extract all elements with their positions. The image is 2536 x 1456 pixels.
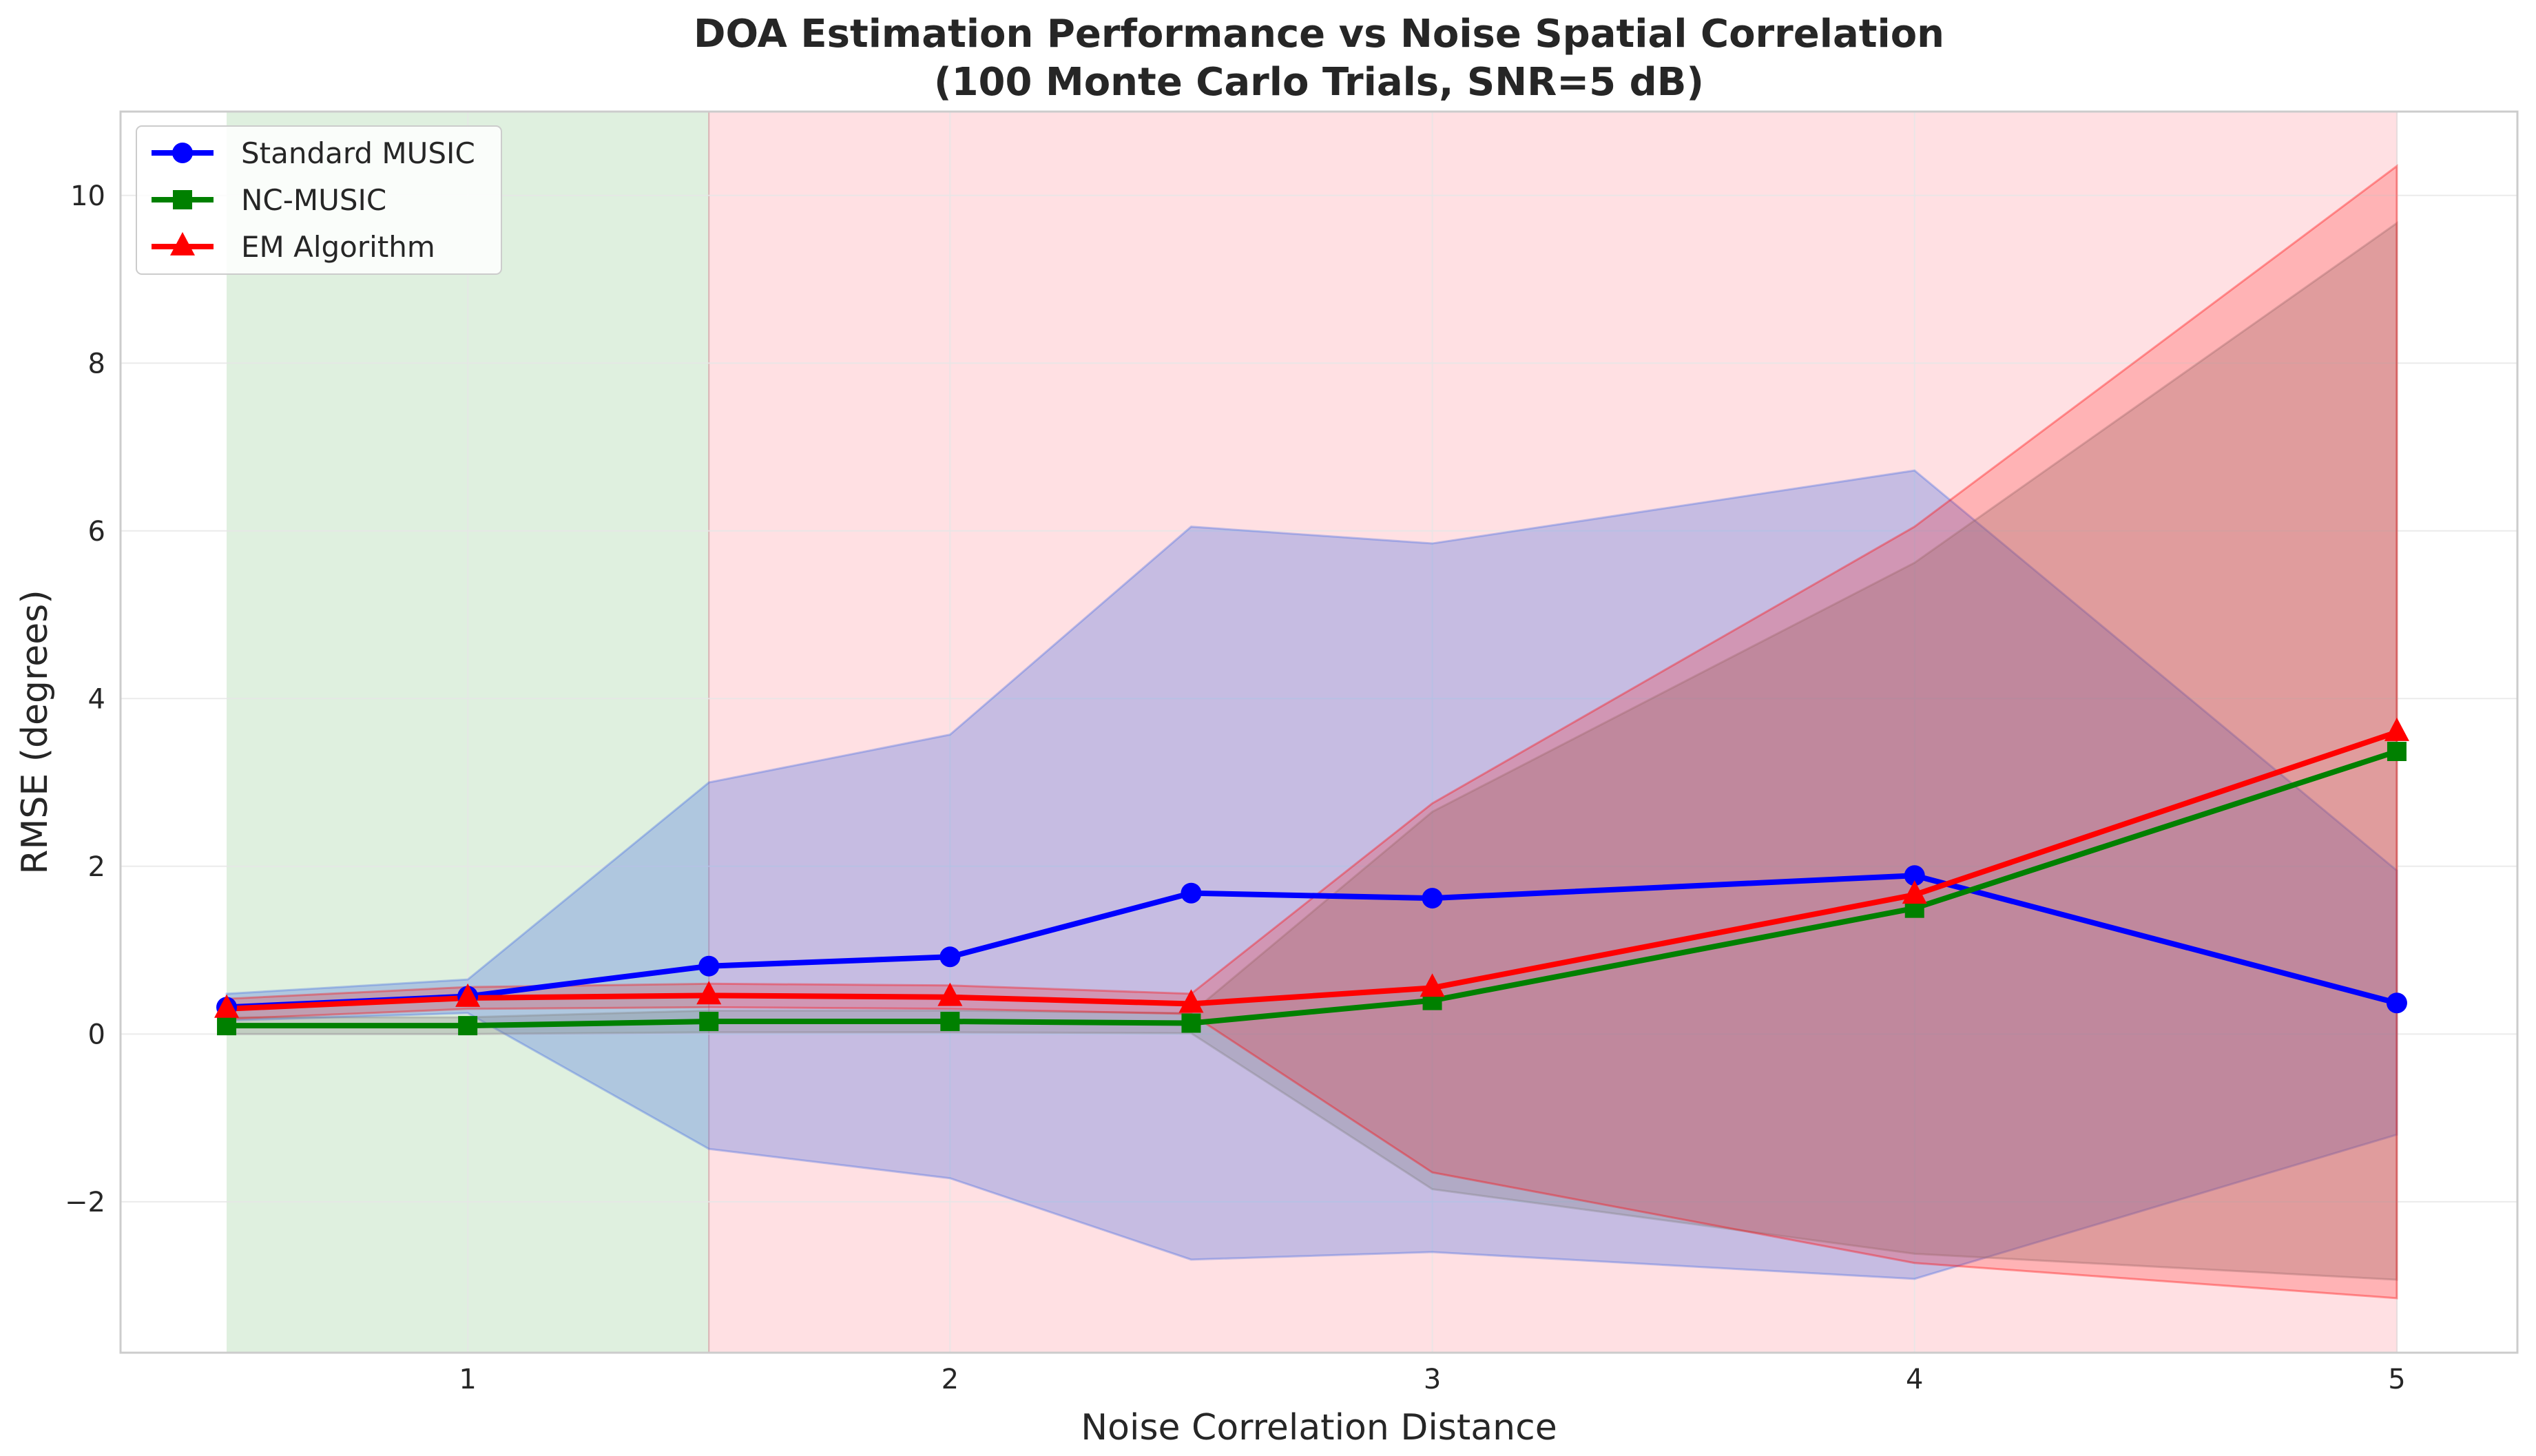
legend-box <box>136 125 502 275</box>
marker-em-algorithm <box>696 981 722 1005</box>
x-tick-label: 2 <box>942 1364 959 1395</box>
line-standard-music <box>224 873 2400 1010</box>
marker-em-algorithm <box>214 994 240 1018</box>
region-high-correlation <box>709 112 2397 1353</box>
legend-marker <box>172 143 193 163</box>
y-tick-label: 10 <box>70 180 105 212</box>
x-tick-label: 5 <box>2388 1364 2405 1395</box>
marker-standard-music <box>698 955 720 977</box>
legend-label: EM Algorithm <box>241 230 435 264</box>
line-em-algorithm <box>224 729 2400 1012</box>
x-tick-label: 3 <box>1424 1364 1441 1395</box>
marker-em-algorithm <box>1178 989 1204 1013</box>
marker-standard-music <box>1422 888 1443 909</box>
band-nc-music <box>225 221 2398 1281</box>
legend-marker <box>170 231 195 256</box>
y-axis-label: RMSE (degrees) <box>14 590 56 874</box>
marker-em-algorithm <box>455 983 481 1007</box>
marker-nc-music <box>940 1012 960 1032</box>
marker-em-algorithm <box>1420 973 1445 997</box>
legend-label: NC-MUSIC <box>241 183 386 217</box>
marker-nc-music <box>699 1012 719 1032</box>
series-markers <box>214 717 2409 1036</box>
y-tick-labels: −2 0 2 4 6 8 10 <box>65 180 105 1218</box>
marker-nc-music <box>2387 742 2407 762</box>
marker-nc-music <box>217 1016 237 1036</box>
chart-title: DOA Estimation Performance vs Noise Spat… <box>694 12 1944 56</box>
marker-nc-music <box>458 1016 478 1036</box>
y-tick-label: 2 <box>88 851 105 883</box>
marker-nc-music <box>1181 1013 1201 1033</box>
band-standard-music <box>225 469 2398 1280</box>
legend-label: Standard MUSIC <box>241 136 475 170</box>
chart-subtitle: (100 Monte Carlo Trials, SNR=5 dB) <box>934 60 1704 105</box>
chart-title-group: DOA Estimation Performance vs Noise Spat… <box>694 12 1944 105</box>
x-tick-labels: 1 2 3 4 5 <box>459 1364 2405 1395</box>
line-nc-music <box>224 749 2400 1029</box>
y-tick-label: 8 <box>88 348 105 379</box>
legend: Standard MUSIC NC-MUSIC EM Algorithm <box>136 125 502 275</box>
marker-standard-music <box>939 946 961 968</box>
marker-standard-music <box>2386 992 2407 1014</box>
plot-frame <box>119 110 2519 1354</box>
x-tick-label: 1 <box>459 1364 476 1395</box>
x-axis-label: Noise Correlation Distance <box>1081 1407 1557 1448</box>
marker-em-algorithm <box>2384 717 2409 741</box>
confidence-bands <box>225 164 2398 1300</box>
y-tick-label: −2 <box>65 1187 105 1218</box>
series-lines <box>224 729 2400 1029</box>
x-tick-label: 4 <box>1906 1364 1923 1395</box>
legend-marker <box>173 190 192 209</box>
marker-em-algorithm <box>1902 880 1927 904</box>
marker-standard-music <box>1181 882 1202 904</box>
y-tick-label: 4 <box>88 683 105 715</box>
y-tick-label: 6 <box>88 516 105 548</box>
marker-standard-music <box>1904 865 1925 886</box>
marker-em-algorithm <box>937 982 963 1006</box>
y-tick-label: 0 <box>88 1019 105 1050</box>
band-em-algorithm <box>225 164 2398 1300</box>
